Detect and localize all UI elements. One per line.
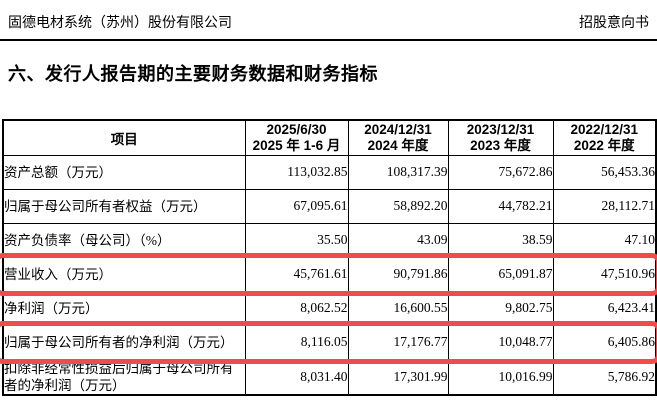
row-value-cell: 108,317.39 [347,154,449,190]
column-header-period-0: 2025/6/30 2025 年 1-6 月 [244,119,349,156]
row-value-cell: 16,600.55 [347,290,449,326]
row-item-label: 资产总额（万元） [2,154,246,190]
row-value-cell: 43.09 [347,222,449,258]
row-item-label: 归属于母公司所有者的净利润（万元） [2,324,246,360]
table-row: 营业收入（万元） 45,761.61 90,791.86 65,091.87 47,51… [2,256,657,292]
row-value-cell: 44,782.21 [447,188,554,224]
row-value-cell: 8,116.05 [244,324,349,360]
row-item-label: 扣除非经常性损益后归属于母公司所有者的净利润（万元） [2,358,246,395]
row-value-cell: 35.50 [244,222,349,258]
period-range: 2022 年度 [573,137,635,153]
row-value-cell: 90,791.86 [347,256,449,292]
table-row: 归属于母公司所有者权益（万元） 67,095.61 58,892.20 44,782.… [2,188,657,224]
table-row: 资产负债率（母公司）（%） 35.50 43.09 38.59 47.10 [2,222,657,258]
period-range: 2023 年度 [470,137,531,153]
doc-header: 固德电材系统（苏州）股份有限公司 招股意向书 [0,0,657,33]
row-value-cell: 28,112.71 [552,188,657,224]
row-value-cell: 6,405.86 [552,324,657,360]
column-header-period-3: 2022/12/31 2022 年度 [552,119,657,156]
column-header-period-2: 2023/12/31 2023 年度 [447,119,554,156]
period-date: 2024/12/31 [364,121,432,137]
row-value-cell: 17,176.77 [347,324,449,360]
row-item-label: 归属于母公司所有者权益（万元） [2,188,246,224]
row-value-cell: 45,761.61 [244,256,349,292]
doc-type-label: 招股意向书 [579,16,649,31]
company-name: 固德电材系统（苏州）股份有限公司 [8,16,232,31]
row-value-cell: 10,016.99 [447,358,554,395]
row-value-cell: 58,892.20 [347,188,449,224]
row-value-cell: 47.10 [552,222,657,258]
row-value-cell: 5,786.92 [552,358,657,395]
table-row: 归属于母公司所有者的净利润（万元） 8,116.05 17,176.77 10,048… [2,324,657,360]
financial-data-table: 项目 2025/6/30 2025 年 1-6 月 2024/12/31 2024 年… [2,119,657,396]
period-date: 2023/12/31 [466,121,535,137]
table-row: 扣除非经常性损益后归属于母公司所有者的净利润（万元） 8,031.40 17,301… [2,358,657,395]
table-header-row: 项目 2025/6/30 2025 年 1-6 月 2024/12/31 2024 年… [2,119,657,156]
row-value-cell: 8,062.52 [244,290,349,326]
row-value-cell: 67,095.61 [244,188,349,224]
row-value-cell: 75,672.86 [447,154,554,190]
table-row: 净利润（万元） 8,062.52 16,600.55 9,802.75 6,423.41 [2,290,657,326]
row-value-cell: 10,048.77 [447,324,554,360]
column-header-period-1: 2024/12/31 2024 年度 [347,119,449,156]
row-value-cell: 65,091.87 [447,256,554,292]
period-range: 2025 年 1-6 月 [252,137,341,153]
section-title: 六、发行人报告期的主要财务数据和财务指标 [8,64,378,84]
table-row: 资产总额（万元） 113,032.85 108,317.39 75,672.86 56,… [2,154,657,190]
row-value-cell: 113,032.85 [244,154,349,190]
period-date: 2022/12/31 [570,121,639,137]
period-range: 2024 年度 [367,137,429,153]
row-value-cell: 47,510.96 [552,256,657,292]
column-header-item: 项目 [2,119,246,156]
row-value-cell: 6,423.41 [552,290,657,326]
period-date: 2025/6/30 [266,121,327,137]
row-item-label: 营业收入（万元） [2,256,246,292]
row-value-cell: 56,453.36 [552,154,657,190]
header-divider [0,39,657,41]
row-value-cell: 17,301.99 [347,358,449,395]
row-item-label: 净利润（万元） [2,290,246,326]
row-value-cell: 38.59 [447,222,554,258]
row-value-cell: 9,802.75 [447,290,554,326]
row-item-label: 资产负债率（母公司）（%） [2,222,246,258]
row-value-cell: 8,031.40 [244,358,349,395]
